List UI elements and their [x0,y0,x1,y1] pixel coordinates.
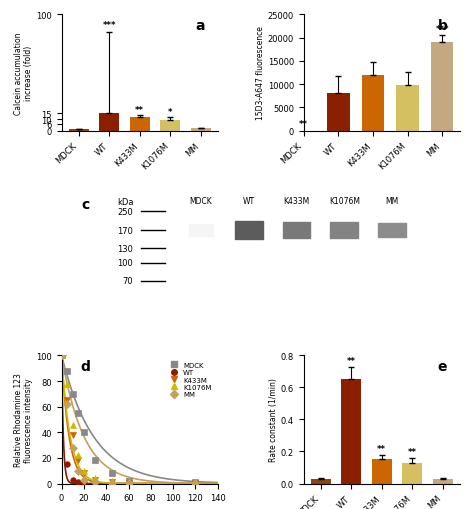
Bar [327,93,349,131]
Text: MDCK: MDCK [190,196,212,205]
Text: ***: *** [102,21,116,31]
Text: c: c [82,197,90,211]
Legend: MDCK, WT, K433M, K1076M, MM: MDCK, WT, K433M, K1076M, MM [164,359,214,400]
Bar [160,121,180,131]
Text: **: ** [299,120,308,129]
FancyBboxPatch shape [235,222,263,240]
Text: 100: 100 [118,259,133,268]
Bar [191,129,210,131]
Text: 130: 130 [118,244,133,253]
Text: **: ** [346,356,356,365]
Text: **: ** [408,447,417,457]
Y-axis label: Rate constant (1/min): Rate constant (1/min) [269,378,278,462]
Bar [99,114,119,131]
Bar [311,479,330,484]
Text: **: ** [135,106,144,115]
Bar [341,380,361,484]
Text: K1076M: K1076M [329,196,360,205]
Bar [396,86,419,131]
Text: **: ** [377,444,386,453]
Text: a: a [196,19,205,33]
FancyBboxPatch shape [330,223,358,239]
FancyBboxPatch shape [378,224,406,238]
Text: kDa: kDa [117,197,133,206]
Text: K433M: K433M [283,196,310,205]
Y-axis label: Calcein accumulation
increase (fold): Calcein accumulation increase (fold) [14,32,33,115]
X-axis label: time (min): time (min) [118,508,162,509]
Text: 70: 70 [123,276,133,286]
Y-axis label: Relative Rhodamine 123
fluorescence intensity: Relative Rhodamine 123 fluorescence inte… [14,373,33,467]
Bar [433,479,453,484]
Text: d: d [81,360,90,374]
Bar [69,130,89,131]
Bar [431,43,454,131]
Bar [130,118,150,131]
Bar [402,463,422,484]
FancyBboxPatch shape [283,223,310,239]
Text: MM: MM [385,196,399,205]
Text: *: * [168,108,173,117]
FancyBboxPatch shape [189,225,213,237]
Text: 170: 170 [118,227,133,235]
Text: 250: 250 [118,208,133,216]
Text: b: b [438,19,447,33]
Text: ***: *** [436,25,449,34]
Text: WT: WT [243,196,255,205]
Y-axis label: 15D3-A647 fluorescence: 15D3-A647 fluorescence [256,26,265,120]
Text: e: e [438,360,447,374]
Bar [362,76,384,131]
Bar [372,460,392,484]
